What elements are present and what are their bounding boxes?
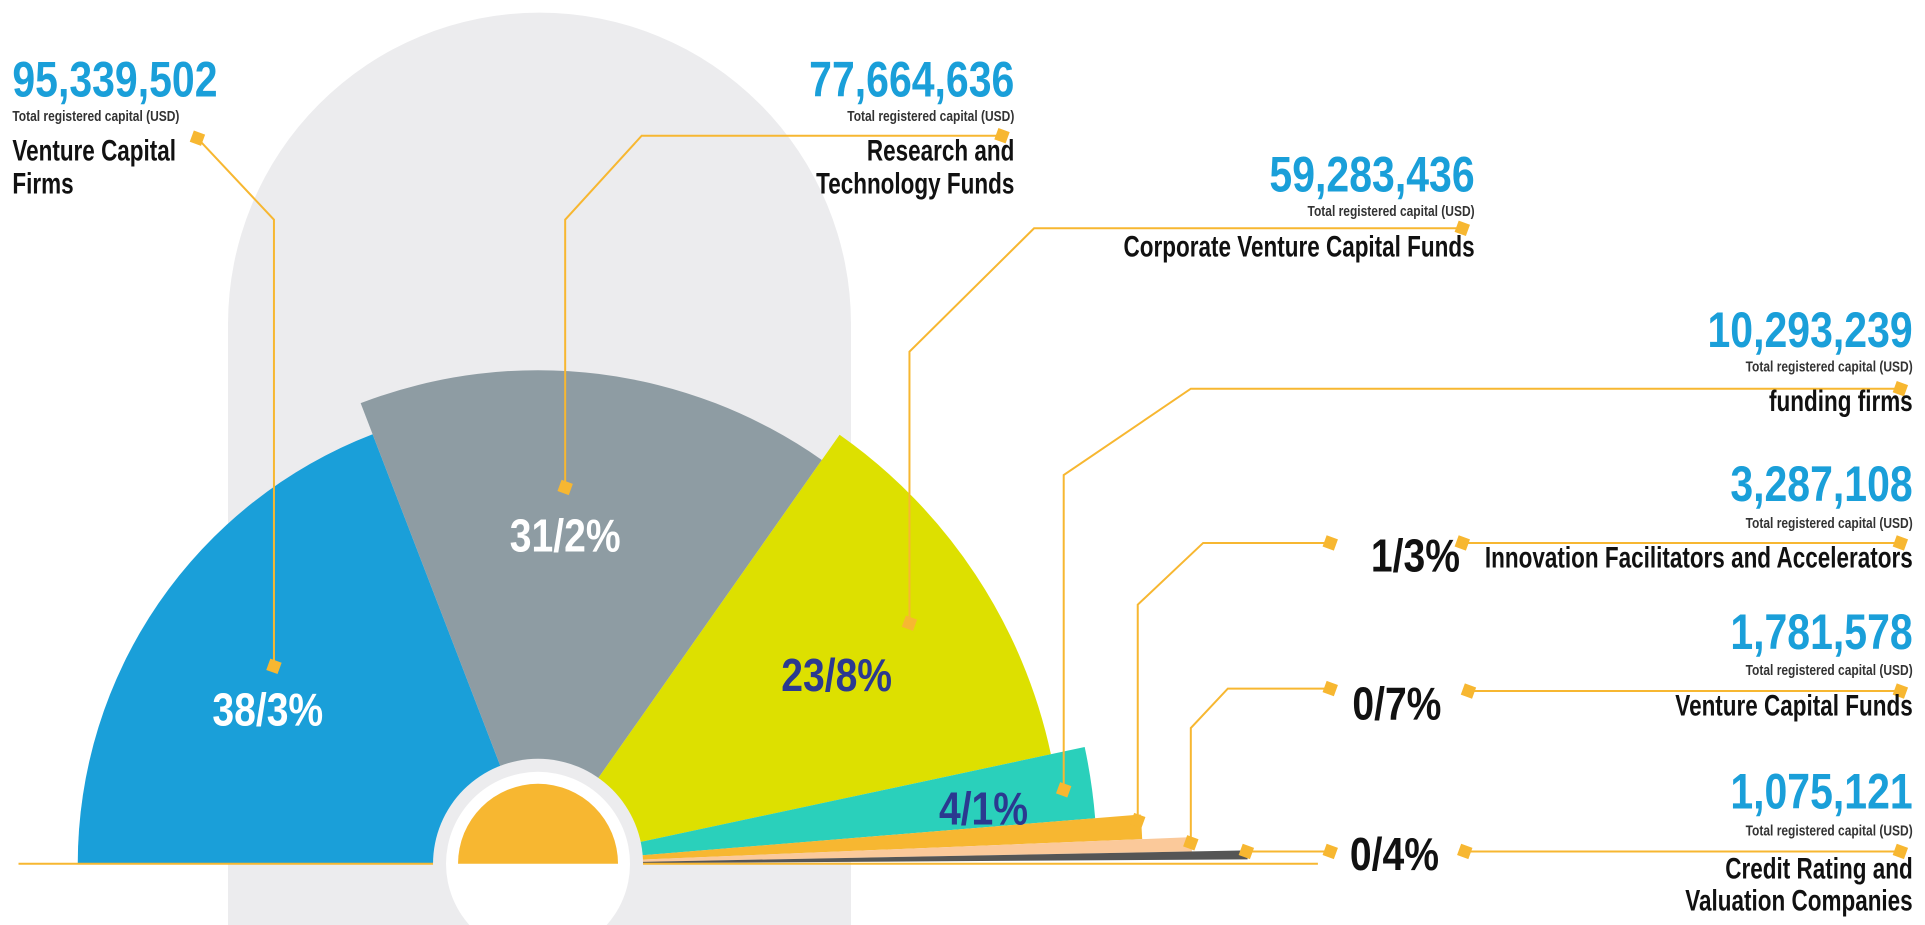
- sector: [538, 837, 1192, 864]
- category-name: Venture Capital Firms: [12, 133, 176, 200]
- leader-marker: [189, 130, 206, 146]
- leader-marker: [266, 658, 282, 675]
- share-label: 1/3%: [1371, 530, 1460, 582]
- share-label: 0/7%: [1352, 678, 1441, 730]
- leader-line: [196, 137, 275, 667]
- sector: [77, 434, 539, 864]
- leader-marker: [1892, 381, 1909, 397]
- value-label: 59,283,436: [1269, 146, 1474, 202]
- share-label: 4/1%: [939, 783, 1028, 835]
- share-label: 31/2%: [510, 511, 621, 563]
- leader-line: [908, 227, 1463, 624]
- value-label: 10,293,239: [1708, 302, 1913, 358]
- leader-marker: [1130, 812, 1146, 829]
- category-name: Corporate Venture Capital Funds: [1124, 230, 1475, 264]
- leader-marker: [1183, 835, 1199, 851]
- leader-marker: [1460, 683, 1477, 699]
- value-label: 1,075,121: [1730, 763, 1912, 819]
- value-caption: Total registered capital (USD): [1746, 822, 1913, 839]
- hub: [458, 783, 619, 864]
- value-label: 3,287,108: [1730, 456, 1912, 512]
- sector: [538, 814, 1143, 864]
- category-name: Venture Capital Funds: [1675, 689, 1912, 723]
- leader-marker: [1457, 843, 1473, 860]
- leader-marker: [1056, 782, 1072, 798]
- value-caption: Total registered capital (USD): [847, 108, 1014, 125]
- value-caption: Total registered capital (USD): [1746, 662, 1913, 679]
- leader-line: [1062, 387, 1901, 790]
- leader-line: [1136, 541, 1331, 821]
- sector: [360, 370, 822, 864]
- leader-marker: [557, 479, 573, 496]
- leader-marker: [1892, 535, 1909, 551]
- leader-marker: [1238, 843, 1255, 860]
- sector: [538, 850, 1248, 864]
- leader-marker: [901, 615, 918, 631]
- value-caption: Total registered capital (USD): [1746, 358, 1913, 375]
- leader-marker: [1322, 843, 1338, 860]
- leader-marker: [1322, 535, 1338, 551]
- category-name: funding firms: [1769, 384, 1913, 418]
- share-label: 23/8%: [781, 650, 892, 702]
- share-label: 38/3%: [212, 685, 323, 737]
- leader-marker: [1454, 535, 1470, 551]
- sector: [538, 434, 1051, 864]
- value-label: 95,339,502: [12, 51, 217, 107]
- category-name: Credit Rating and Valuation Companies: [1685, 851, 1912, 917]
- share-label: 0/4%: [1350, 829, 1439, 881]
- leader-marker: [1892, 683, 1909, 699]
- leader-marker: [1454, 220, 1470, 236]
- value-label: 77,664,636: [809, 51, 1014, 107]
- leader-marker: [1892, 843, 1909, 860]
- leader-marker: [994, 128, 1010, 144]
- leader-marker: [1322, 680, 1338, 697]
- leader-line: [564, 134, 1003, 488]
- sector: [538, 747, 1096, 864]
- category-name: Research and Technology Funds: [816, 133, 1014, 200]
- leader-line: [1189, 687, 1331, 843]
- value-caption: Total registered capital (USD): [1746, 515, 1913, 532]
- value-caption: Total registered capital (USD): [1308, 203, 1475, 220]
- value-label: 1,781,578: [1730, 604, 1912, 660]
- category-name: Innovation Facilitators and Accelerators: [1485, 540, 1913, 574]
- value-caption: Total registered capital (USD): [12, 108, 179, 125]
